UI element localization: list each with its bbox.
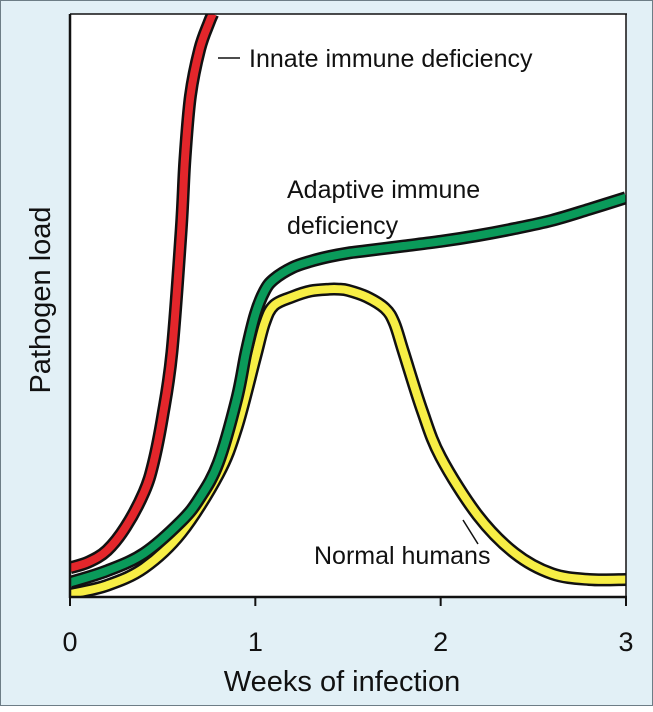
x-axis-label: Weeks of infection — [224, 666, 460, 698]
axes — [68, 13, 627, 599]
x-tick-label: 2 — [433, 627, 448, 657]
plot-area — [70, 14, 626, 597]
x-tick-label: 1 — [248, 627, 263, 657]
series-line-innate — [70, 14, 217, 572]
annotation-innate-label: Innate immune deficiency — [249, 45, 533, 73]
annotation-normal-label: Normal humans — [314, 542, 490, 570]
x-tick-label: 0 — [62, 627, 77, 657]
y-axis-label: Pathogen load — [25, 206, 57, 393]
annotation-layer: Innate immune deficiency Adaptive immune… — [218, 45, 533, 570]
x-ticks: 0 1 2 3 — [62, 597, 634, 657]
series-line-adaptive — [70, 193, 626, 587]
x-tick-label: 3 — [618, 627, 633, 657]
annotation-leader-normal — [462, 519, 479, 545]
series-layer — [70, 14, 626, 597]
annotation-adaptive-line2: deficiency — [287, 212, 399, 240]
annotation-adaptive-line1: Adaptive immune — [287, 176, 480, 204]
